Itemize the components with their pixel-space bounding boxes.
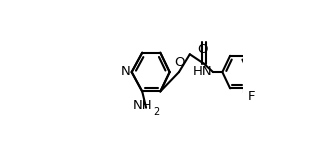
Text: NH: NH (133, 99, 152, 112)
Text: O: O (198, 43, 208, 56)
Text: O: O (174, 56, 185, 69)
Text: HN: HN (193, 65, 212, 78)
Text: 2: 2 (153, 107, 159, 117)
Text: F: F (247, 90, 255, 103)
Text: N: N (121, 65, 130, 78)
